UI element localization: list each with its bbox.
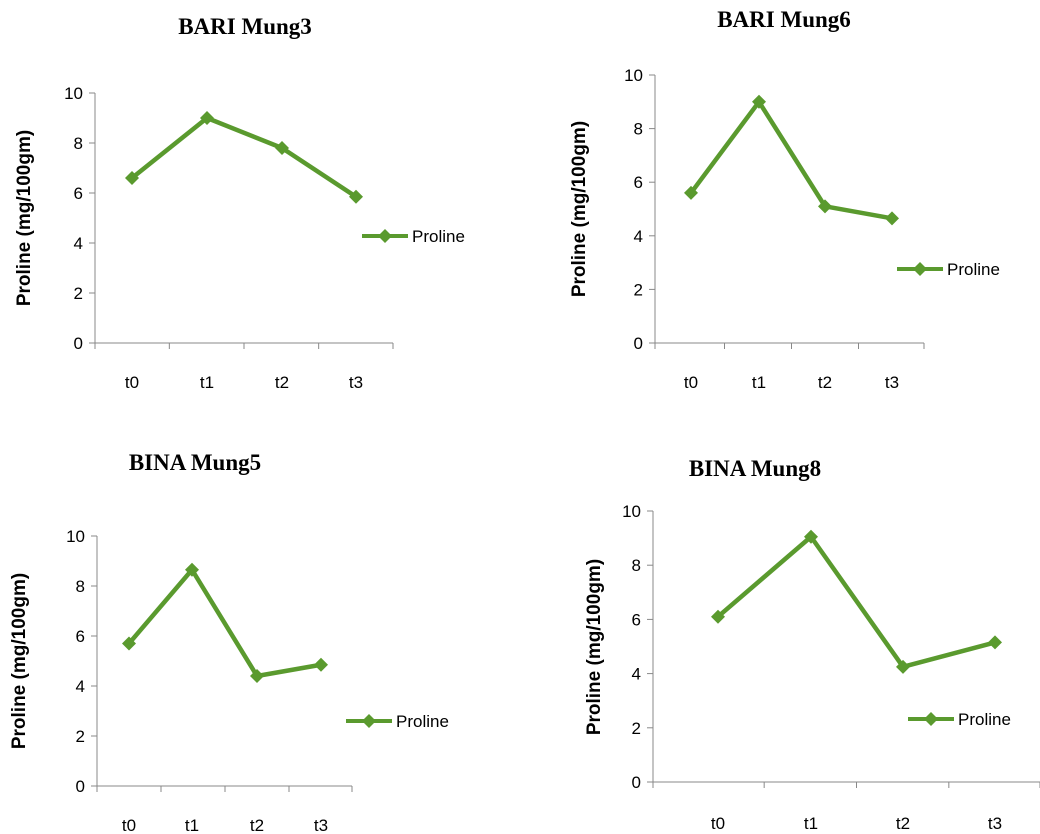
- y-tick-label: 6: [74, 184, 83, 203]
- data-point: [122, 636, 136, 651]
- y-tick-label: 0: [74, 334, 83, 353]
- y-tick-label: 6: [632, 610, 641, 629]
- data-point: [200, 111, 214, 125]
- legend-marker: [913, 262, 927, 276]
- x-tick-label: t0: [125, 373, 139, 392]
- y-tick-label: 8: [634, 120, 643, 139]
- x-tick-label: t1: [804, 814, 818, 833]
- y-tick-label: 6: [76, 627, 85, 646]
- series-line: [127, 567, 322, 679]
- chart-title: BINA Mung8: [689, 456, 821, 481]
- y-tick-label: 10: [64, 84, 83, 103]
- y-tick-label: 6: [634, 173, 643, 192]
- data-point: [885, 211, 899, 226]
- legend-marker: [378, 229, 392, 243]
- x-tick-label: t2: [250, 816, 264, 834]
- data-point: [275, 141, 289, 155]
- y-tick-label: 10: [624, 66, 643, 85]
- data-point: [752, 94, 766, 109]
- y-tick-label: 8: [74, 134, 83, 153]
- chart-panel-3: BINA Mung5 Proline (mg/100gm) 0 2 4 6 8 10 t0 t1 t…: [9, 450, 449, 834]
- chart-title: BINA Mung5: [129, 450, 261, 475]
- x-tick-label: t3: [988, 814, 1002, 833]
- data-point: [185, 562, 199, 577]
- x-tick-label: t2: [275, 373, 289, 392]
- y-tick-label: 2: [74, 284, 83, 303]
- y-tick-label: 8: [632, 556, 641, 575]
- y-tick-label: 10: [622, 502, 641, 521]
- legend: Proline: [346, 712, 449, 731]
- x-tick-label: t3: [885, 373, 899, 392]
- series-line: [716, 534, 996, 670]
- x-tick-label: t0: [122, 816, 136, 834]
- chart-title: BARI Mung3: [178, 14, 312, 39]
- y-tick-label: 2: [76, 727, 85, 746]
- chart-panel-1: BARI Mung3 Proline (mg/100gm) 0 2 4 6 8 10 t0 t1 t…: [14, 14, 465, 392]
- data-point: [896, 659, 910, 674]
- y-axis-label: Proline (mg/100gm): [584, 559, 605, 735]
- y-axis-label: Proline (mg/100gm): [9, 573, 30, 749]
- legend-label: Proline: [396, 712, 449, 731]
- legend: Proline: [897, 260, 1000, 279]
- chart-panel-4: BINA Mung8 Proline (mg/100gm) 0 2 4 6 8 10 t0 t1 t…: [584, 456, 1040, 833]
- y-tick-label: 2: [632, 719, 641, 738]
- series-line: [689, 99, 893, 221]
- x-tick-label: t1: [752, 373, 766, 392]
- data-point: [684, 185, 698, 200]
- y-tick-label: 4: [76, 677, 85, 696]
- series-line: [130, 115, 358, 199]
- data-point: [711, 609, 725, 624]
- y-tick-label: 4: [634, 227, 643, 246]
- x-tick-label: t2: [896, 814, 910, 833]
- y-tick-label: 2: [634, 280, 643, 299]
- y-tick-label: 4: [632, 665, 641, 684]
- y-tick-label: 0: [634, 334, 643, 353]
- data-point: [250, 669, 264, 683]
- data-point: [988, 635, 1002, 650]
- y-axis-label: Proline (mg/100gm): [14, 130, 35, 306]
- legend: Proline: [362, 227, 465, 246]
- y-tick-label: 0: [632, 773, 641, 792]
- x-tick-label: t1: [185, 816, 199, 834]
- legend-marker: [362, 714, 376, 728]
- x-tick-label: t0: [684, 373, 698, 392]
- legend-marker: [924, 712, 938, 726]
- y-tick-label: 0: [76, 777, 85, 796]
- data-point: [818, 199, 832, 214]
- data-point: [314, 657, 328, 672]
- legend: Proline: [908, 710, 1011, 729]
- legend-label: Proline: [947, 260, 1000, 279]
- y-axis-label: Proline (mg/100gm): [569, 121, 590, 297]
- x-tick-label: t3: [314, 816, 328, 834]
- legend-label: Proline: [412, 227, 465, 246]
- chart-panel-2: BARI Mung6 Proline (mg/100gm) 0 2 4 6 8 10 t0 t1 t…: [569, 7, 1000, 392]
- x-tick-label: t0: [711, 814, 725, 833]
- y-tick-label: 4: [74, 234, 83, 253]
- data-point: [804, 529, 818, 544]
- legend-label: Proline: [958, 710, 1011, 729]
- y-tick-label: 8: [76, 577, 85, 596]
- data-point: [125, 171, 139, 185]
- data-point: [349, 189, 363, 204]
- x-tick-label: t3: [349, 373, 363, 392]
- y-tick-label: 10: [66, 527, 85, 546]
- x-tick-label: t1: [200, 373, 214, 392]
- x-tick-label: t2: [818, 373, 832, 392]
- chart-title: BARI Mung6: [717, 7, 851, 32]
